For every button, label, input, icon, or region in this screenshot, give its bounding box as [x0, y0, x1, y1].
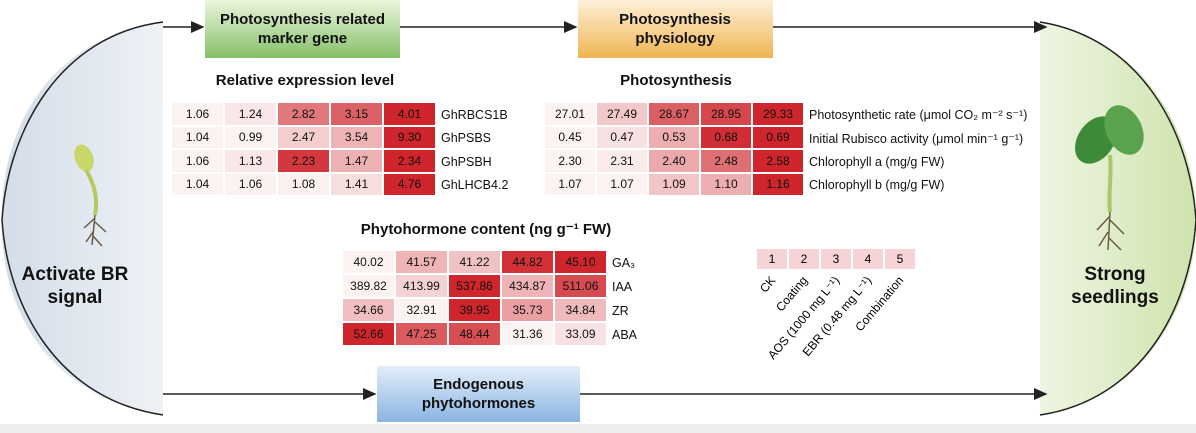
row-label: GhRBCS1B — [441, 107, 508, 122]
row-label: GhPSBS — [441, 131, 492, 146]
heatmap-cell: 1.06 — [225, 173, 278, 197]
heatmap-cell: 40.02 — [343, 251, 396, 275]
heatmap-cell: 511.06 — [555, 275, 608, 299]
heatmap-cell: 34.66 — [343, 299, 396, 323]
heatmap-cell: 3.54 — [331, 126, 384, 150]
heatmap-cell: 1.41 — [331, 173, 384, 197]
row-label: Photosynthetic rate (μmol CO₂ m⁻² s⁻¹) — [809, 108, 1028, 123]
heatmap-cell: 4.76 — [384, 173, 437, 197]
heatmap-cell: 41.22 — [449, 251, 502, 275]
heatmap-cell: 0.68 — [701, 126, 753, 150]
heatmap-cell: 39.95 — [449, 299, 502, 323]
heatmap-cell: 0.47 — [597, 126, 649, 150]
seedling-icon — [74, 144, 107, 247]
right-region — [1040, 22, 1196, 415]
heatmap-cell: 1.47 — [331, 150, 384, 174]
heatmap-cell: 32.91 — [396, 299, 449, 323]
legend-cell: 2 — [789, 249, 821, 269]
heatmap-cell: 1.13 — [225, 150, 278, 174]
heatmap-cell: 31.36 — [502, 323, 555, 347]
heatmap-cell: 2.30 — [545, 150, 597, 174]
heatmap-cell: 45.10 — [555, 251, 608, 275]
heatmap-cell: 28.95 — [701, 103, 753, 127]
heatmap-cell: 1.10 — [701, 173, 753, 197]
row-label: Initial Rubisco activity (μmol min⁻¹ g⁻¹… — [809, 131, 1024, 146]
heatmap-cell: 1.06 — [172, 103, 225, 127]
bottom-strip — [0, 424, 1196, 433]
heatmap-cell: 1.24 — [225, 103, 278, 127]
left-region — [1, 22, 163, 415]
legend-cell: 4 — [853, 249, 885, 269]
heatmap-cell: 27.49 — [597, 103, 649, 127]
box-orange — [578, 0, 773, 58]
side-label: Activate BR signal — [21, 264, 129, 308]
heatmap-cell: 34.84 — [555, 299, 608, 323]
heatmap-cell: 537.86 — [449, 275, 502, 299]
heatmap-title: Relative expression level — [215, 72, 395, 89]
heatmap-cell: 52.66 — [343, 323, 396, 347]
heatmap-title: Phytohormone content (ng g⁻¹ FW) — [360, 221, 612, 238]
row-label: ABA — [612, 328, 638, 342]
box-label: Endogenous phytohormones — [421, 376, 536, 412]
heatmap-cell: 389.82 — [343, 275, 396, 299]
row-label: GhPSBH — [441, 154, 492, 169]
box-label: Photosynthesis related marker gene — [219, 11, 386, 47]
box-label: Photosynthesis physiology — [619, 11, 731, 47]
heatmap-cell: 2.40 — [649, 150, 701, 174]
heatmap-cell: 9.30 — [384, 126, 437, 150]
row-label: GhLHCB4.2 — [441, 178, 509, 193]
right-arc — [1039, 21, 1196, 221]
seedling-icon — [1075, 105, 1144, 251]
heatmap-cell: 413.99 — [396, 275, 449, 299]
heatmap-cell: 1.07 — [545, 173, 597, 197]
heatmap-cell: 2.31 — [597, 150, 649, 174]
heatmap-cell: 33.09 — [555, 323, 608, 347]
box-green — [205, 0, 400, 58]
heatmap-cell: 1.06 — [172, 150, 225, 174]
legend-cell: 3 — [821, 249, 853, 269]
heatmap-cell: 35.73 — [502, 299, 555, 323]
row-label: GA₃ — [612, 256, 636, 270]
heatmap-cell: 0.99 — [225, 126, 278, 150]
right-arc — [1039, 219, 1196, 416]
heatmap-title: Photosynthesis — [620, 72, 732, 89]
heatmap-cell: 1.09 — [649, 173, 701, 197]
legend-cell: 1 — [757, 249, 789, 269]
heatmap-cell: 41.57 — [396, 251, 449, 275]
heatmap-cell: 2.58 — [753, 150, 805, 174]
heatmap-cell: 4.01 — [384, 103, 437, 127]
side-label: Strong seedlings — [1071, 264, 1159, 308]
heatmap-cell: 0.69 — [753, 126, 805, 150]
heatmap-cell: 1.08 — [278, 173, 331, 197]
heatmap-cell: 3.15 — [331, 103, 384, 127]
heatmap-cell: 2.34 — [384, 150, 437, 174]
legend-cell: 5 — [885, 249, 917, 269]
row-label: ZR — [612, 304, 629, 318]
left-arc — [1, 21, 164, 416]
row-label: Chlorophyll b (mg/g FW) — [809, 178, 945, 193]
heatmap-cell: 1.07 — [597, 173, 649, 197]
heatmap-cell: 28.67 — [649, 103, 701, 127]
heatmap-cell: 1.16 — [753, 173, 805, 197]
heatmap-cell: 48.44 — [449, 323, 502, 347]
heatmap-cell: 2.47 — [278, 126, 331, 150]
heatmap-cell: 0.53 — [649, 126, 701, 150]
heatmap-cell: 2.82 — [278, 103, 331, 127]
heatmap-cell: 0.45 — [545, 126, 597, 150]
row-label: Chlorophyll a (mg/g FW) — [809, 154, 945, 169]
heatmap-cell: 29.33 — [753, 103, 805, 127]
heatmap-cell: 44.82 — [502, 251, 555, 275]
heatmap-cell: 27.01 — [545, 103, 597, 127]
heatmap-cell: 434.87 — [502, 275, 555, 299]
heatmap-cell: 47.25 — [396, 323, 449, 347]
heatmap-cell: 2.48 — [701, 150, 753, 174]
row-label: IAA — [612, 280, 633, 294]
heatmap-cell: 1.04 — [172, 173, 225, 197]
box-blue — [377, 366, 580, 422]
heatmap-cell: 1.04 — [172, 126, 225, 150]
heatmap-cell: 2.23 — [278, 150, 331, 174]
